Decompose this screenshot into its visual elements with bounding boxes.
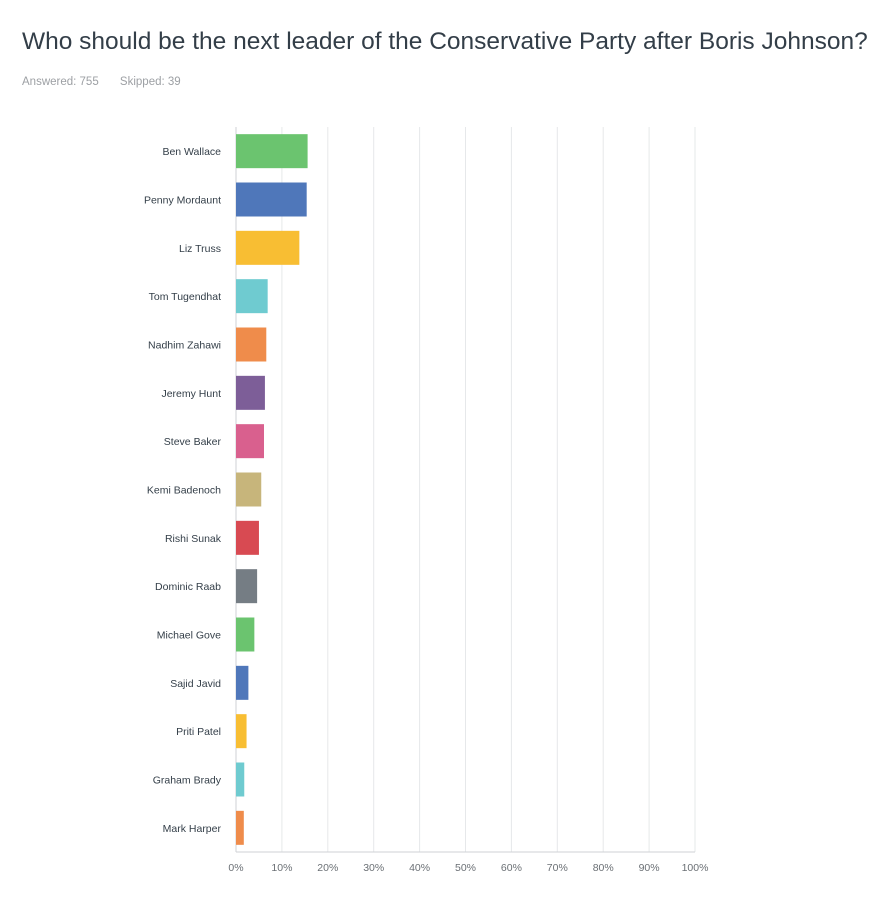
category-label: Ben Wallace: [162, 146, 221, 158]
category-label: Priti Patel: [176, 726, 221, 738]
category-label: Steve Baker: [164, 436, 222, 448]
x-tick-label: 100%: [682, 862, 709, 874]
bar[interactable]: [236, 134, 308, 169]
answered-count: Answered: 755: [22, 76, 99, 88]
x-tick-label: 10%: [271, 862, 292, 874]
category-label: Rishi Sunak: [165, 533, 222, 545]
x-tick-label: 0%: [228, 862, 243, 874]
category-label: Kemi Badenoch: [147, 485, 221, 497]
chart-title: Who should be the next leader of the Con…: [22, 28, 868, 55]
bar[interactable]: [236, 714, 247, 749]
category-label: Penny Mordaunt: [144, 195, 221, 207]
category-label: Liz Truss: [179, 243, 221, 255]
x-tick-label: 40%: [409, 862, 430, 874]
bar[interactable]: [236, 520, 259, 555]
bar[interactable]: [236, 617, 255, 652]
category-label: Michael Gove: [157, 630, 221, 642]
x-tick-label: 60%: [501, 862, 522, 874]
category-label: Mark Harper: [163, 823, 222, 835]
x-tick-label: 50%: [455, 862, 476, 874]
bar[interactable]: [236, 230, 300, 265]
x-tick-label: 20%: [317, 862, 338, 874]
x-tick-label: 70%: [547, 862, 568, 874]
bar[interactable]: [236, 472, 262, 507]
bar[interactable]: [236, 182, 307, 217]
category-label: Tom Tugendhat: [149, 291, 221, 303]
x-tick-label: 90%: [639, 862, 660, 874]
bar[interactable]: [236, 810, 244, 845]
x-tick-label: 30%: [363, 862, 384, 874]
category-label: Nadhim Zahawi: [148, 340, 221, 352]
category-label: Dominic Raab: [155, 581, 221, 593]
category-label: Sajid Javid: [170, 678, 221, 690]
response-stats: Answered: 755 Skipped: 39: [22, 76, 199, 88]
x-tick-label: 80%: [593, 862, 614, 874]
category-label: Jeremy Hunt: [161, 388, 221, 400]
category-label: Graham Brady: [153, 775, 222, 787]
bar[interactable]: [236, 279, 268, 314]
skipped-count: Skipped: 39: [119, 76, 181, 88]
bar[interactable]: [236, 327, 267, 362]
bar[interactable]: [236, 569, 258, 604]
bar[interactable]: [236, 665, 249, 700]
bar[interactable]: [236, 375, 265, 410]
bar[interactable]: [236, 424, 264, 459]
bar[interactable]: [236, 762, 245, 797]
